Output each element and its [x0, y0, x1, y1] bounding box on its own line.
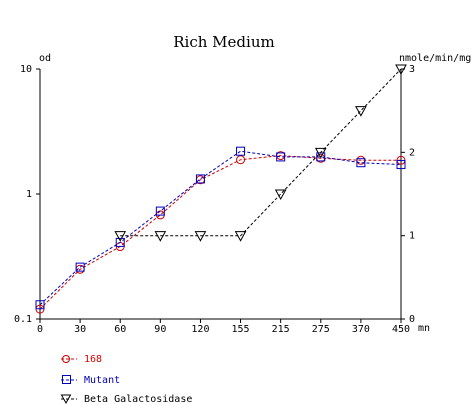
- series-beta-galactosidase-line: [120, 68, 402, 237]
- series-mutant-point: [35, 300, 45, 310]
- right-tick-label: 2: [409, 147, 415, 158]
- legend-mutant-label: Mutant: [84, 375, 120, 386]
- series-168-point: [236, 155, 246, 165]
- series-mutant-point: [75, 262, 85, 272]
- series-beta-galactosidase-point: [114, 231, 127, 242]
- chart-title: Rich Medium: [173, 33, 274, 51]
- left-axis-label: od: [39, 53, 51, 64]
- x-tick-label: 90: [154, 324, 166, 335]
- series-beta-galactosidase-point: [355, 106, 367, 117]
- series-mutant-point: [396, 160, 406, 170]
- left-tick-label: 10: [20, 64, 32, 75]
- series-beta-galactosidase-point: [154, 231, 167, 242]
- x-tick-label: 155: [232, 324, 250, 335]
- legend-item-168: 168: [61, 354, 102, 365]
- left-ticks: 0.1 1 10: [14, 64, 40, 325]
- x-tick-label: 370: [352, 324, 370, 335]
- legend-item-mutant: Mutant: [61, 375, 120, 386]
- right-ticks: 0 1 2 3: [401, 64, 415, 325]
- left-tick-label: 1: [26, 189, 32, 200]
- series-beta-galactosidase-point: [194, 231, 207, 242]
- series-mutant-point: [236, 146, 246, 156]
- series-beta-galactosidase-point: [234, 231, 247, 242]
- right-tick-label: 0: [409, 314, 415, 325]
- legend-168-label: 168: [84, 354, 102, 365]
- series-mutant-line: [39, 150, 402, 306]
- series-mutant-point: [356, 158, 366, 168]
- series-mutant-point: [155, 206, 165, 216]
- left-tick-label: 0.1: [14, 314, 32, 325]
- series-beta-galactosidase-point: [274, 189, 287, 201]
- legend-item-beta-galactosidase: Beta Galactosidase: [60, 394, 192, 405]
- series-mutant-point: [115, 237, 125, 247]
- x-tick-label: 60: [114, 324, 126, 335]
- x-tick-label: 120: [191, 324, 209, 335]
- legend-168-marker: [62, 355, 70, 363]
- right-tick-label: 3: [409, 64, 415, 75]
- legend-beta-marker: [60, 394, 72, 405]
- series-mutant-point: [195, 174, 205, 184]
- legend: 168 Mutant Beta Galactosidase: [60, 354, 192, 405]
- series-beta-galactosidase-point: [395, 64, 407, 76]
- x-tick-label: 0: [37, 324, 43, 335]
- right-axis-label: nmole/min/mg: [399, 53, 471, 64]
- right-tick-label: 1: [409, 231, 415, 242]
- series-beta-galactosidase-point: [314, 147, 327, 159]
- x-axis-unit: mn: [418, 323, 430, 334]
- x-ticks: 0 30 60 90 120 155 215 275 370 450: [37, 319, 410, 335]
- x-tick-label: 450: [392, 324, 410, 335]
- series-168-line: [39, 155, 401, 310]
- legend-mutant-marker: [62, 375, 71, 384]
- legend-beta-label: Beta Galactosidase: [84, 394, 192, 405]
- x-tick-label: 275: [312, 324, 330, 335]
- series-mutant-point: [276, 152, 286, 162]
- x-tick-label: 30: [74, 324, 86, 335]
- series-layer: [35, 64, 407, 314]
- x-tick-label: 215: [272, 324, 290, 335]
